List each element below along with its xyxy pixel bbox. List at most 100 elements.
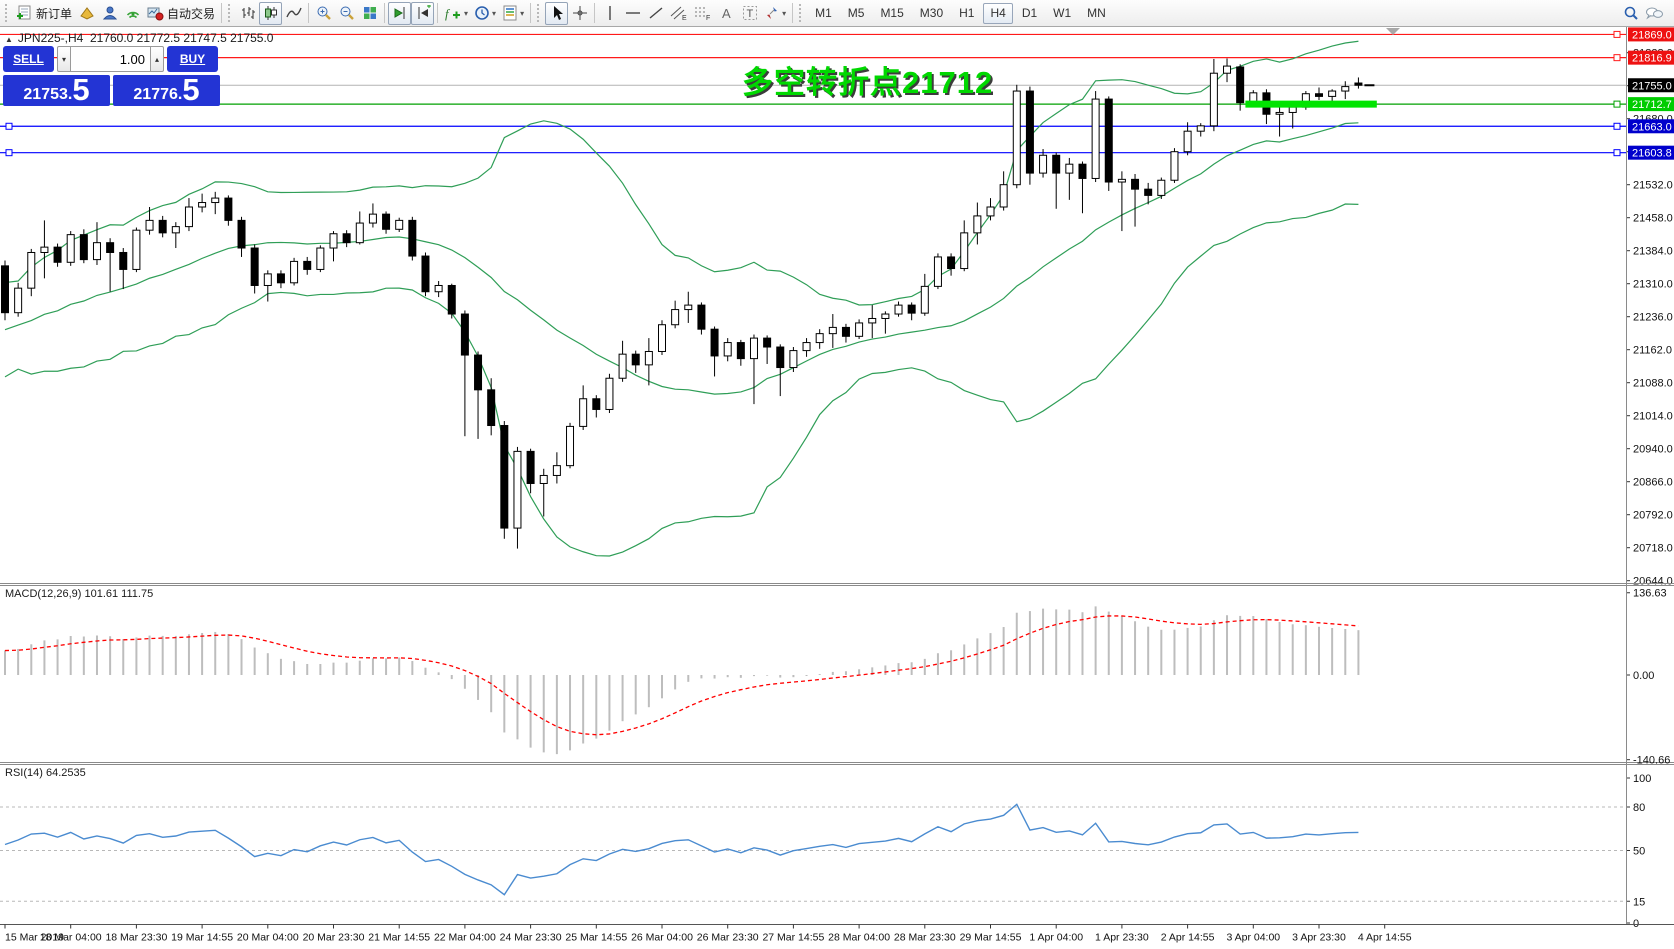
- svg-text:20 Mar 23:30: 20 Mar 23:30: [303, 932, 365, 944]
- indicators-button[interactable]: f ▾: [441, 2, 471, 25]
- search-button[interactable]: [1619, 2, 1642, 25]
- svg-text:20940.0: 20940.0: [1633, 444, 1673, 456]
- sell-button[interactable]: SELL: [3, 46, 54, 72]
- bar-chart-button[interactable]: [236, 2, 259, 25]
- autotrading-button[interactable]: 自动交易: [144, 2, 218, 25]
- timeframe-m1-button[interactable]: M1: [815, 5, 832, 20]
- svg-text:26 Mar 23:30: 26 Mar 23:30: [697, 932, 759, 944]
- svg-text:21663.0: 21663.0: [1632, 121, 1672, 133]
- periods-caret-icon: ▾: [492, 8, 497, 18]
- arrows-icon: [767, 7, 778, 19]
- chat-icon: [1646, 7, 1663, 20]
- svg-text:15 Mar 2019: 15 Mar 2019: [5, 932, 64, 944]
- fibonacci-button[interactable]: F: [691, 2, 715, 25]
- buy-price-display[interactable]: 21776. 5: [113, 74, 220, 106]
- svg-text:80: 80: [1633, 802, 1645, 814]
- indicators-icon: f: [445, 6, 461, 21]
- svg-text:F: F: [706, 15, 710, 21]
- candles-layer: [1, 58, 1363, 549]
- crosshair-icon: [572, 6, 587, 20]
- auto-scroll-icon: [394, 7, 405, 19]
- cursor-icon: [553, 6, 563, 20]
- svg-text:E: E: [682, 15, 687, 21]
- chart-symbol-period: JPN225-,H4: [17, 31, 84, 45]
- svg-text:21310.0: 21310.0: [1633, 279, 1673, 291]
- buy-button[interactable]: BUY: [167, 46, 218, 72]
- price-axis: 21828.021754.021680.021606.021532.021458…: [1626, 27, 1674, 588]
- svg-text:1 Apr 23:30: 1 Apr 23:30: [1095, 932, 1149, 944]
- arrows-caret-icon: ▾: [782, 8, 787, 18]
- volume-increment-button[interactable]: ▴: [150, 46, 164, 72]
- signals-button[interactable]: [121, 2, 144, 25]
- text-button[interactable]: A: [715, 2, 738, 25]
- zoom-in-button[interactable]: [312, 2, 335, 25]
- market-watch-icon: [79, 7, 94, 20]
- timeframe-m5-button[interactable]: M5: [847, 5, 865, 20]
- svg-text:21712.7: 21712.7: [1632, 99, 1672, 111]
- chart-shift-button[interactable]: [411, 1, 435, 25]
- trendline-button[interactable]: [644, 2, 667, 25]
- one-click-trading-panel: SELL ▾ 1.00 ▴ BUY 21753. 5 21776. 5: [3, 46, 220, 106]
- vertical-line-button[interactable]: [598, 2, 621, 25]
- line-chart-button[interactable]: [282, 2, 305, 25]
- cursor-button[interactable]: [545, 1, 569, 25]
- horizontal-line-icon: [625, 12, 640, 14]
- timeframe-h1-button[interactable]: H1: [959, 5, 975, 20]
- autotrading-icon: [147, 7, 164, 21]
- svg-text:f: f: [445, 6, 451, 21]
- timeframe-mn-button[interactable]: MN: [1087, 5, 1106, 20]
- zoom-out-button[interactable]: [335, 2, 358, 25]
- text-label-button[interactable]: T: [738, 2, 761, 25]
- templates-button[interactable]: ▾: [499, 2, 527, 25]
- tile-windows-button[interactable]: [358, 2, 381, 25]
- templates-caret-icon: ▾: [520, 8, 525, 18]
- svg-text:27 Mar 14:55: 27 Mar 14:55: [762, 932, 824, 944]
- svg-text:24 Mar 23:30: 24 Mar 23:30: [500, 932, 562, 944]
- one-click-collapse-icon[interactable]: ▲: [5, 35, 13, 44]
- svg-text:20644.0: 20644.0: [1633, 576, 1673, 588]
- bollinger-layer: [4, 40, 1359, 557]
- volume-decrement-button[interactable]: ▾: [57, 46, 71, 72]
- chart-annotation-text: 多空转折点21712: [742, 65, 994, 100]
- volume-input[interactable]: 1.00: [71, 46, 150, 72]
- timeframe-m15-button[interactable]: M15: [880, 5, 904, 20]
- equidistant-channel-button[interactable]: E: [667, 2, 691, 25]
- market-watch-button[interactable]: [75, 2, 98, 25]
- new-order-button[interactable]: 新订单: [13, 2, 75, 25]
- chat-button[interactable]: [1642, 2, 1666, 25]
- timeframe-h4-button[interactable]: H4: [983, 2, 1013, 24]
- svg-text:21816.9: 21816.9: [1632, 53, 1672, 65]
- svg-text:18 Mar 23:30: 18 Mar 23:30: [105, 932, 167, 944]
- auto-scroll-button[interactable]: [388, 1, 412, 25]
- svg-text:20866.0: 20866.0: [1633, 477, 1673, 489]
- svg-text:2 Apr 14:55: 2 Apr 14:55: [1161, 932, 1215, 944]
- main-toolbar: 新订单 自动交易 f ▾ ▾: [0, 0, 1674, 27]
- sell-price-display[interactable]: 21753. 5: [3, 74, 110, 106]
- text-icon: A: [722, 6, 731, 21]
- horizontal-line-button[interactable]: [621, 2, 644, 25]
- svg-text:0.00: 0.00: [1633, 670, 1654, 682]
- toolbar-grip[interactable]: [5, 4, 10, 22]
- candlestick-chart-button[interactable]: [259, 1, 283, 25]
- crosshair-button[interactable]: [568, 2, 591, 25]
- timeframe-w1-button[interactable]: W1: [1053, 5, 1072, 20]
- svg-text:21 Mar 14:55: 21 Mar 14:55: [368, 932, 430, 944]
- profile-button[interactable]: [98, 2, 121, 25]
- arrows-button[interactable]: ▾: [761, 2, 789, 25]
- svg-text:21603.8: 21603.8: [1632, 148, 1672, 160]
- svg-text:21458.0: 21458.0: [1633, 213, 1673, 225]
- zoom-out-icon: [340, 6, 354, 20]
- timeframe-m30-button[interactable]: M30: [919, 5, 944, 20]
- profile-icon: [102, 6, 117, 20]
- equidistant-channel-icon: E: [670, 6, 687, 21]
- chart-shift-marker: [1386, 28, 1400, 35]
- bar-chart-icon: [241, 7, 255, 19]
- timeframe-d1-button[interactable]: D1: [1021, 5, 1038, 20]
- periods-button[interactable]: ▾: [471, 2, 499, 25]
- svg-text:18 Mar 04:00: 18 Mar 04:00: [40, 932, 102, 944]
- timeframe-group: M1 M5 M15 M30 H1 H4 D1 W1 MN: [807, 2, 1114, 24]
- rsi-panel: [0, 803, 1626, 902]
- svg-text:3 Apr 23:30: 3 Apr 23:30: [1292, 932, 1346, 944]
